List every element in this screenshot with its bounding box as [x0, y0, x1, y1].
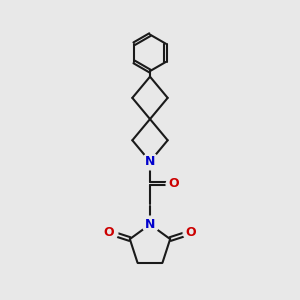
Text: N: N	[145, 155, 155, 168]
Text: O: O	[186, 226, 196, 239]
Text: O: O	[168, 177, 179, 190]
Text: N: N	[145, 218, 155, 231]
Text: O: O	[103, 226, 114, 239]
